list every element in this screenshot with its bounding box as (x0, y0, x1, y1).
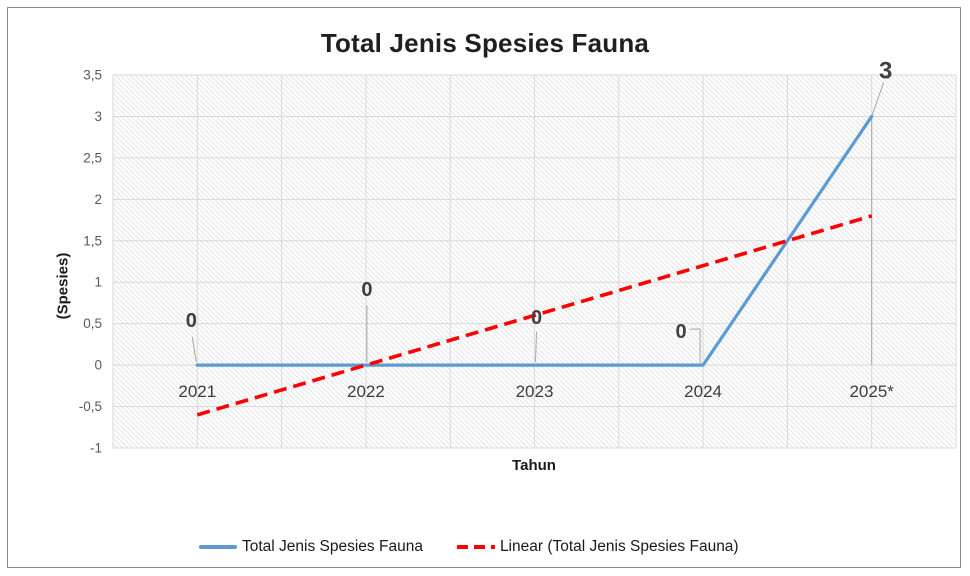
data-label-leader-line (535, 332, 537, 363)
x-axis-title: Tahun (512, 457, 556, 474)
x-tick-label: 2024 (684, 382, 722, 401)
data-label: 0 (531, 307, 542, 329)
y-tick-label: 0,5 (83, 316, 102, 331)
x-tick-label: 2022 (347, 382, 385, 401)
y-tick-label: 3 (94, 109, 102, 124)
series-line-total-jenis-spesies-fauna (195, 114, 874, 367)
y-tick-label: 1 (94, 275, 102, 290)
y-tick-label: 1,5 (83, 233, 102, 248)
legend-label-trendline: Linear (Total Jenis Spesies Fauna) (499, 538, 739, 555)
y-tick-label: 2 (94, 192, 102, 207)
chart-title: Total Jenis Spesies Fauna (320, 28, 650, 58)
x-tick-label: 2025* (849, 382, 894, 401)
legend: Total Jenis Spesies Fauna Linear (Total … (199, 536, 739, 558)
data-label: 0 (676, 321, 687, 343)
y-tick-label: 0 (94, 358, 102, 373)
y-axis-title: (Spesies) (54, 252, 72, 320)
y-tick-label: 3,5 (83, 68, 102, 83)
legend-trendline-dash-sample (456, 544, 495, 550)
x-tick-label: 2021 (178, 382, 216, 401)
data-label: 0 (361, 279, 372, 301)
legend-series-line-sample (199, 545, 237, 549)
y-tick-label: 2,5 (83, 150, 102, 165)
trendline-linear (196, 214, 873, 417)
y-tick-label: -0,5 (79, 399, 102, 414)
x-tick-label: 2023 (516, 382, 554, 401)
data-label-leader-line (191, 337, 197, 363)
y-tick-label: -1 (90, 441, 102, 456)
data-label: 0 (186, 310, 197, 332)
data-label-leader-line (690, 328, 701, 365)
data-label: 3 (879, 57, 892, 84)
legend-label-series: Total Jenis Spesies Fauna (242, 538, 423, 555)
